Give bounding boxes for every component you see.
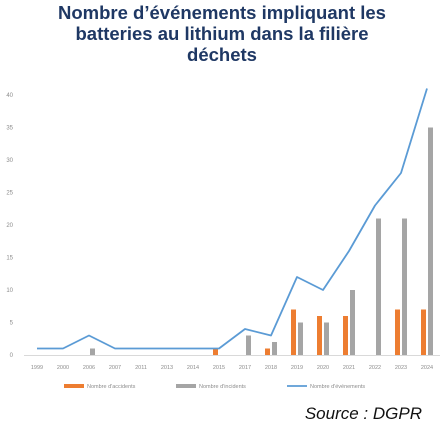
legend-swatch [176,384,196,388]
bar-accidents [395,309,400,355]
y-tick-label: 5 [10,321,14,327]
chart-title-line-3: déchets [187,44,257,65]
x-tick-label: 2019 [291,365,303,371]
x-tick-label: 2024 [421,365,433,371]
chart-title-line-1: Nombre d’événements impliquant les [58,2,386,23]
line-evenements [37,88,428,350]
chart-title-line-2: batteries au lithium dans la filière [75,23,369,44]
y-tick-label: 40 [6,93,13,99]
x-tick-label: 2006 [83,365,95,371]
bar-incidents [272,342,277,355]
x-tick-label: 2020 [317,365,329,371]
y-tick-label: 35 [6,126,13,132]
bar-incidents [246,335,251,355]
x-tick-label: 2018 [265,365,277,371]
bar-accidents [265,348,270,355]
bar-accidents [317,316,322,355]
x-tick-label: 2011 [135,365,147,371]
y-tick-label: 15 [6,256,13,262]
x-tick-label: 2015 [213,365,225,371]
bar-incidents [402,218,407,355]
bar-incidents [428,127,433,355]
x-tick-label: 2022 [369,365,381,371]
x-tick-label: 2013 [161,365,173,371]
bar-incidents [298,322,303,355]
x-tick-label: 2007 [109,365,121,371]
x-tick-label: 2000 [57,365,69,371]
bar-accidents [343,316,348,355]
legend-label: Nombre d'incidents [199,384,246,390]
bar-accidents [291,309,296,355]
bar-accidents [421,309,426,355]
x-tick-label: 1999 [31,365,43,371]
bar-incidents [90,348,95,355]
x-tick-label: 2014 [187,365,199,371]
bar-accidents [213,348,218,355]
bar-incidents [350,290,355,355]
x-tick-label: 2023 [395,365,407,371]
source-note: Source : DGPR [304,404,422,423]
y-tick-label: 30 [6,158,13,164]
x-tick-label: 2021 [343,365,355,371]
bar-incidents [324,322,329,355]
x-tick-label: 2017 [239,365,251,371]
y-tick-label: 10 [6,288,13,294]
y-tick-label: 0 [10,353,14,359]
legend-swatch [64,384,84,388]
bar-incidents [376,218,381,355]
chart-title: Nombre d’événements impliquant les batte… [0,2,444,65]
legend-label: Nombre d'événements [310,384,365,390]
legend-label: Nombre d'accidents [87,384,136,390]
y-tick-label: 20 [6,223,13,229]
y-tick-label: 25 [6,191,13,197]
